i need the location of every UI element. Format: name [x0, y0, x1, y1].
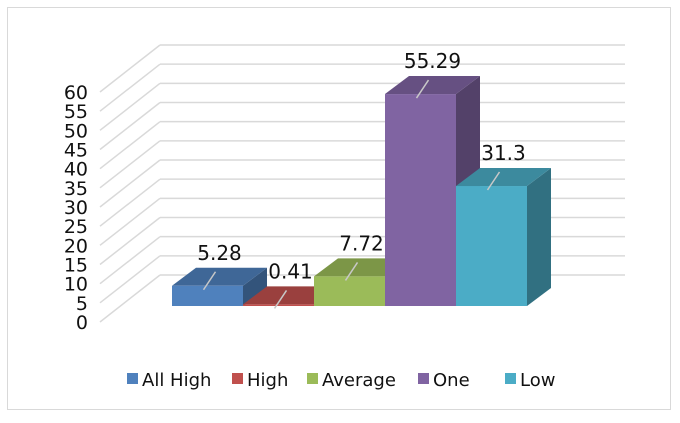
bar-all-high	[172, 267, 267, 306]
legend-label: All High	[142, 370, 211, 391]
data-label: 55.29	[404, 49, 461, 73]
y-tick-label: 0	[76, 312, 88, 334]
gridline-side	[99, 197, 161, 246]
data-label: 5.28	[197, 241, 242, 265]
bar-front	[172, 285, 243, 306]
bar-top	[456, 168, 551, 187]
y-tick-label: 40	[64, 159, 88, 181]
y-tick-label: 20	[64, 235, 88, 257]
y-tick-label: 45	[64, 140, 88, 162]
gridline-side	[99, 159, 161, 208]
leader-line	[344, 261, 359, 281]
y-tick-label: 10	[64, 274, 88, 296]
y-tick-label: 35	[64, 178, 88, 200]
y-tick-label: 50	[64, 120, 88, 142]
gridline-side	[99, 44, 161, 93]
y-tick-label: 15	[64, 255, 88, 277]
legend-swatch	[307, 373, 318, 384]
gridline-side	[99, 255, 161, 304]
legend-swatch	[232, 373, 243, 384]
bar-side	[243, 267, 267, 306]
y-tick-label: 55	[64, 101, 88, 123]
legend-label: Low	[520, 370, 555, 391]
leader-line	[415, 79, 430, 99]
y-tick-label: 30	[64, 197, 88, 219]
bar-front	[456, 186, 527, 306]
legend-swatch	[505, 373, 516, 384]
bar-front	[243, 304, 314, 306]
gridline-side	[99, 82, 161, 131]
data-label: 0.41	[268, 259, 313, 283]
leader-line	[202, 271, 217, 291]
bar-front	[314, 276, 385, 306]
bar-front	[385, 94, 456, 307]
gridline-side	[99, 121, 161, 170]
data-label: 31.3	[481, 141, 526, 165]
bar-low	[456, 168, 551, 306]
gridline-side	[99, 178, 161, 227]
gridline-side	[99, 140, 161, 189]
gridline-side	[99, 63, 161, 112]
legend-label: Average	[322, 370, 396, 391]
data-label: 7.72	[339, 231, 384, 255]
gridline-side	[99, 216, 161, 266]
legend-swatch	[418, 373, 429, 384]
legend-swatch	[127, 373, 138, 384]
bar-side	[527, 168, 551, 306]
gridline-side	[99, 274, 161, 323]
leader-line	[273, 290, 288, 309]
chart-frame	[7, 7, 671, 410]
bar-top	[172, 267, 267, 286]
y-tick-label: 25	[64, 216, 88, 238]
gridline-side	[99, 101, 161, 151]
y-tick-label: 60	[64, 82, 88, 104]
legend-label: High	[247, 370, 288, 391]
bar-top	[385, 76, 480, 95]
leader-line	[486, 171, 501, 191]
y-tick-label: 5	[76, 293, 88, 315]
gridline-side	[99, 236, 161, 285]
legend-label: One	[433, 370, 470, 391]
